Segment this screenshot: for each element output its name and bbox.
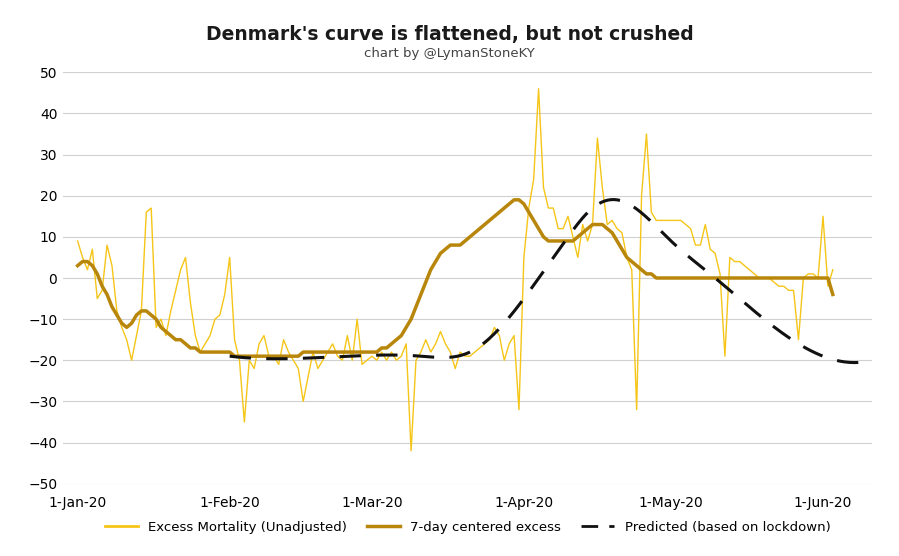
Legend: Excess Mortality (Unadjusted), 7-day centered excess, Predicted (based on lockdo: Excess Mortality (Unadjusted), 7-day cen… <box>100 515 835 539</box>
Text: Denmark's curve is flattened, but not crushed: Denmark's curve is flattened, but not cr… <box>206 25 693 44</box>
Text: chart by @LymanStoneKY: chart by @LymanStoneKY <box>364 47 535 60</box>
